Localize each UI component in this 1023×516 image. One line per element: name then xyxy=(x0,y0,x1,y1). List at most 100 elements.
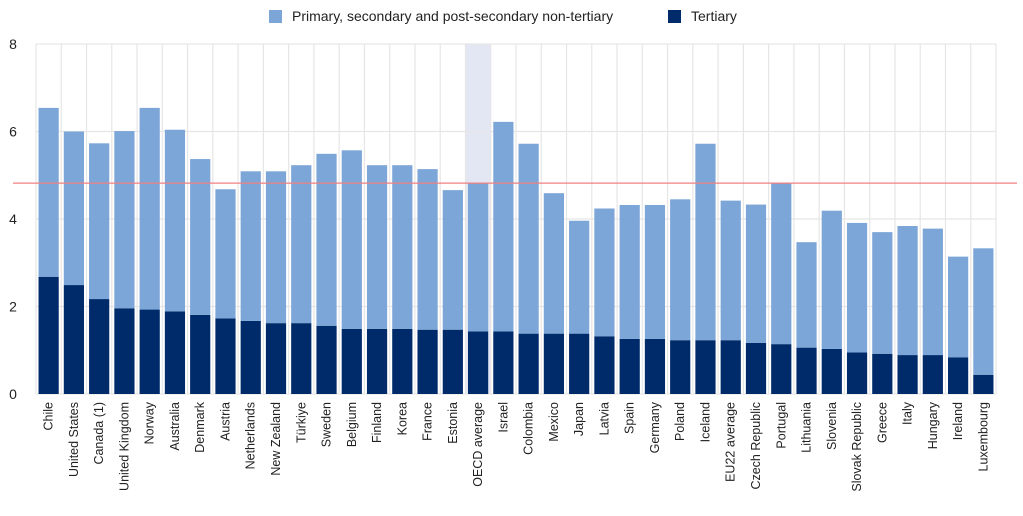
bar-tertiary xyxy=(493,331,514,394)
bar-primary-secondary xyxy=(392,165,413,329)
bar-tertiary xyxy=(897,355,918,394)
bar-primary-secondary xyxy=(468,182,489,332)
x-tick-label: Lithuania xyxy=(800,402,814,453)
x-tick-label: Hungary xyxy=(926,401,940,449)
bar-tertiary xyxy=(922,355,943,394)
legend-swatch-tertiary xyxy=(668,9,681,23)
x-tick-label: Latvia xyxy=(597,402,611,435)
bar-primary-secondary xyxy=(619,205,640,339)
x-tick-label: Estonia xyxy=(446,402,460,444)
x-tick-label: Iceland xyxy=(698,402,712,442)
bar-tertiary xyxy=(190,314,211,394)
bars-layer xyxy=(38,107,994,394)
bar-primary-secondary xyxy=(771,182,792,345)
bar-tertiary xyxy=(518,333,539,394)
y-tick-label: 4 xyxy=(9,211,17,227)
y-tick-label: 2 xyxy=(9,299,17,315)
y-tick-label: 8 xyxy=(9,36,17,52)
x-tick-label: EU22 average xyxy=(724,402,738,482)
bar-primary-secondary xyxy=(594,208,615,337)
bar-primary-secondary xyxy=(493,121,514,332)
x-tick-label: Colombia xyxy=(522,402,536,455)
x-tick-label: Greece xyxy=(875,402,889,443)
x-tick-label: Czech Republic xyxy=(749,402,763,490)
bar-tertiary xyxy=(38,276,59,394)
bar-tertiary xyxy=(569,333,590,394)
bar-tertiary xyxy=(468,331,489,394)
bar-tertiary xyxy=(594,336,615,394)
legend-swatch-primary xyxy=(269,9,282,23)
bar-tertiary xyxy=(846,352,868,394)
y-axis: 0 2 4 6 8 xyxy=(9,36,17,402)
bar-primary-secondary xyxy=(973,248,994,375)
bar-tertiary xyxy=(139,309,160,394)
bar-primary-secondary xyxy=(442,190,463,330)
bar-tertiary xyxy=(948,357,969,394)
x-tick-label: Mexico xyxy=(547,402,561,442)
bar-primary-secondary xyxy=(265,171,287,324)
y-tick-label: 0 xyxy=(9,386,17,402)
x-tick-label: Slovenia xyxy=(825,402,839,450)
bar-tertiary xyxy=(63,285,84,394)
legend-item-primary: Primary, secondary and post-secondary no… xyxy=(269,6,613,26)
bar-primary-secondary xyxy=(796,242,817,348)
x-tick-label: Luxembourg xyxy=(976,402,990,472)
bar-primary-secondary xyxy=(695,143,716,341)
bar-primary-secondary xyxy=(948,256,969,358)
bar-primary-secondary xyxy=(164,129,186,312)
bar-tertiary xyxy=(796,347,817,394)
bar-primary-secondary xyxy=(316,153,337,326)
x-tick-label: Türkiye xyxy=(294,402,308,443)
bar-tertiary xyxy=(417,329,438,394)
x-tick-label: Israel xyxy=(496,402,510,433)
bar-tertiary xyxy=(670,340,691,394)
bar-tertiary xyxy=(114,308,135,394)
bar-tertiary xyxy=(215,318,236,394)
x-tick-label: Denmark xyxy=(193,401,207,452)
bar-tertiary xyxy=(720,340,741,394)
bar-primary-secondary xyxy=(922,228,943,356)
bar-primary-secondary xyxy=(341,150,362,329)
bar-tertiary xyxy=(619,338,640,394)
bar-tertiary xyxy=(543,333,564,394)
legend-label-primary: Primary, secondary and post-secondary no… xyxy=(292,8,614,24)
legend-label-tertiary: Tertiary xyxy=(691,8,737,24)
x-tick-label: Austria xyxy=(218,402,232,441)
bar-tertiary xyxy=(442,329,463,394)
x-tick-label: Portugal xyxy=(774,402,788,449)
x-tick-label: New Zealand xyxy=(269,402,283,476)
bar-primary-secondary xyxy=(644,205,666,339)
legend: Primary, secondary and post-secondary no… xyxy=(0,6,1023,26)
x-tick-label: Japan xyxy=(572,402,586,436)
bar-primary-secondary xyxy=(846,222,868,353)
bar-tertiary xyxy=(872,353,893,394)
x-tick-label: Chile xyxy=(42,402,56,431)
x-tick-label: Australia xyxy=(168,402,182,451)
x-tick-label: Poland xyxy=(673,402,687,441)
bar-primary-secondary xyxy=(518,143,539,334)
x-tick-label: United Kingdom xyxy=(117,402,131,491)
legend-item-tertiary: Tertiary xyxy=(668,6,737,26)
bar-primary-secondary xyxy=(291,165,312,324)
x-tick-label: Finland xyxy=(370,402,384,443)
bar-primary-secondary xyxy=(670,199,691,341)
bar-primary-secondary xyxy=(417,169,438,330)
x-axis: Chile United States Canada (1) United Kingd… xyxy=(42,401,991,491)
bar-primary-secondary xyxy=(240,171,261,321)
x-tick-label: France xyxy=(421,402,435,441)
bar-tertiary xyxy=(164,311,186,394)
bar-primary-secondary xyxy=(190,159,211,315)
bar-primary-secondary xyxy=(215,189,236,319)
x-tick-label: Norway xyxy=(143,401,157,444)
x-tick-label: Korea xyxy=(395,402,409,435)
bar-primary-secondary xyxy=(63,131,84,286)
bar-tertiary xyxy=(695,340,716,394)
bar-primary-secondary xyxy=(745,204,767,343)
bar-tertiary xyxy=(392,328,413,394)
bar-tertiary xyxy=(973,374,994,394)
bar-primary-secondary xyxy=(366,165,388,329)
x-tick-label: Sweden xyxy=(320,402,334,447)
x-tick-label: Belgium xyxy=(345,402,359,447)
x-tick-label: Ireland xyxy=(951,402,965,440)
